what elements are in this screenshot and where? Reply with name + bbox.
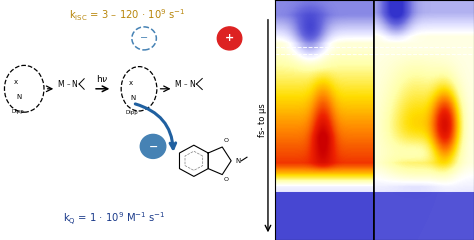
- Text: h$\nu$: h$\nu$: [96, 73, 109, 84]
- Text: N: N: [17, 94, 22, 100]
- Text: x: x: [14, 79, 18, 85]
- Text: O: O: [224, 138, 228, 144]
- Text: N: N: [235, 158, 240, 164]
- Circle shape: [140, 134, 166, 158]
- Text: N: N: [189, 80, 195, 89]
- Text: −: −: [140, 33, 148, 43]
- Text: −: −: [148, 141, 158, 151]
- Text: x: x: [129, 80, 133, 86]
- Text: fs- to μs: fs- to μs: [258, 103, 267, 137]
- Text: M: M: [174, 80, 181, 89]
- Text: N: N: [72, 80, 77, 89]
- Text: Dipp: Dipp: [12, 109, 25, 114]
- Text: –: –: [66, 82, 70, 88]
- Text: –: –: [184, 81, 187, 87]
- Text: k$_{\mathsf{ISC}}$ = 3 – 120 · 10$^9$ s$^{-1}$: k$_{\mathsf{ISC}}$ = 3 – 120 · 10$^9$ s$…: [69, 7, 186, 23]
- Circle shape: [217, 27, 242, 50]
- Text: N: N: [130, 95, 135, 101]
- Text: M: M: [57, 80, 64, 89]
- Text: k$_{\mathsf{Q}}$ = 1 · 10$^9$ M$^{-1}$ s$^{-1}$: k$_{\mathsf{Q}}$ = 1 · 10$^9$ M$^{-1}$ s…: [64, 210, 166, 227]
- Text: O: O: [224, 177, 228, 182]
- Text: Dipp: Dipp: [125, 110, 138, 114]
- Text: +: +: [225, 33, 234, 43]
